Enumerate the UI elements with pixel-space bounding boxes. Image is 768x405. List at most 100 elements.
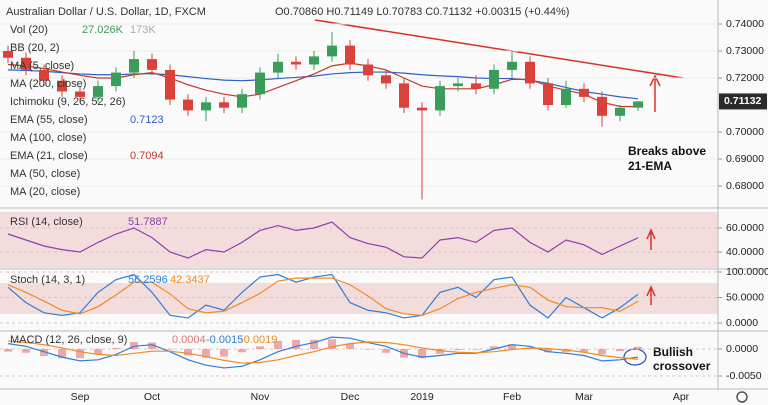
candle-body xyxy=(507,61,517,70)
candle-body xyxy=(39,69,49,81)
candle-body xyxy=(327,45,337,57)
histogram-bar xyxy=(598,349,606,355)
histogram-bar xyxy=(472,349,480,350)
indicator-label: Vol (20) xyxy=(10,24,48,36)
histogram-bar xyxy=(166,349,174,350)
histogram-bar xyxy=(202,349,210,358)
arrow xyxy=(649,74,661,112)
y-tick-label: 100.0000 xyxy=(726,266,768,278)
candle-body xyxy=(543,83,553,105)
candle-body xyxy=(3,51,13,58)
indicator-title: RSI (14, close) xyxy=(10,216,83,228)
candle-body xyxy=(183,99,193,111)
candle-body xyxy=(273,61,283,73)
indicator-reading: 0.7123 xyxy=(130,114,164,126)
indicator-label: EMA (21, close) xyxy=(10,150,88,162)
indicator-label: MA (5, close) xyxy=(10,60,74,72)
indicator-line xyxy=(7,273,639,319)
settings-icon[interactable] xyxy=(736,391,748,403)
y-tick-label: 0.0000 xyxy=(726,343,758,355)
x-tick-label: Mar xyxy=(575,391,594,403)
histogram-bar xyxy=(508,344,516,350)
candle-body xyxy=(417,107,427,111)
indicator-reading: -0.0019 xyxy=(240,334,277,346)
candle-body xyxy=(93,86,103,97)
candle-body xyxy=(471,83,481,89)
indicator-line xyxy=(7,277,639,316)
histogram-bar xyxy=(220,349,228,357)
histogram-bar xyxy=(148,342,156,350)
candle-body xyxy=(381,75,391,84)
histogram-bar xyxy=(94,349,102,355)
histogram-bar xyxy=(580,349,588,353)
histogram-bar xyxy=(274,340,282,350)
candle-body xyxy=(633,101,643,108)
x-tick-label: Feb xyxy=(503,391,521,403)
candle-body xyxy=(489,69,499,89)
histogram-bar xyxy=(436,349,444,354)
y-tick-label: 0.73000 xyxy=(726,45,764,57)
candle-body xyxy=(57,80,67,92)
indicator-label: MA (100, close) xyxy=(10,132,86,144)
candle-body xyxy=(597,96,607,116)
arrow xyxy=(646,228,656,250)
candle-body xyxy=(21,57,31,70)
candle-body xyxy=(291,61,301,65)
histogram-bar xyxy=(256,346,264,350)
indicator-title: Stoch (14, 3, 1) xyxy=(10,274,85,286)
chart-title: Australian Dollar / U.S. Dollar, 1D, FXC… xyxy=(6,6,206,18)
histogram-bar xyxy=(328,339,336,350)
y-tick-label: 60.0000 xyxy=(726,222,764,234)
indicator-reading: -0.0015 xyxy=(206,334,243,346)
indicator-reading: 0.0004 xyxy=(172,334,206,346)
y-tick-label: 50.0000 xyxy=(726,291,764,303)
x-tick-label: Dec xyxy=(341,391,360,403)
indicator-label: MA (20, close) xyxy=(10,186,80,198)
histogram-bar xyxy=(40,349,48,357)
annotation: Breaks above xyxy=(628,144,706,158)
histogram-bar xyxy=(346,343,354,350)
histogram-bar xyxy=(130,341,138,350)
y-tick-label: 0.70000 xyxy=(726,126,764,138)
indicator-label: BB (20, 2) xyxy=(10,42,60,54)
x-tick-label: 2019 xyxy=(410,391,434,403)
ohlc-readout: O0.70860 H0.71149 L0.70783 C0.71132 +0.0… xyxy=(275,6,569,18)
candle-body xyxy=(237,94,247,108)
indicator-title: MACD (12, 26, close, 9) xyxy=(10,334,127,346)
histogram-bar xyxy=(4,349,12,352)
candle-body xyxy=(615,107,625,116)
histogram-bar xyxy=(418,349,426,359)
y-tick-label: 0.69000 xyxy=(726,153,764,165)
x-tick-label: Oct xyxy=(144,391,160,403)
candle-body xyxy=(111,72,121,87)
candle-body xyxy=(255,72,265,95)
indicator-line xyxy=(7,221,639,259)
y-tick-label: 40.0000 xyxy=(726,246,764,258)
indicator-reading: 0.7094 xyxy=(130,150,164,162)
histogram-bar xyxy=(112,347,120,350)
x-tick-label: Apr xyxy=(673,391,690,403)
stoch-band xyxy=(0,283,718,314)
candle-body xyxy=(453,83,463,87)
indicator-line xyxy=(7,340,639,364)
indicator-reading: 27.026K xyxy=(82,24,124,36)
y-tick-label: -0.0050 xyxy=(726,370,762,382)
price-label-box xyxy=(719,93,767,110)
candle-body xyxy=(129,59,139,73)
histogram-bar xyxy=(634,346,642,350)
y-tick-label: 0.72000 xyxy=(726,72,764,84)
candle-body xyxy=(525,61,535,84)
histogram-bar xyxy=(544,349,552,353)
indicator-label: EMA (55, close) xyxy=(10,114,88,126)
histogram-bar xyxy=(616,349,624,352)
histogram-bar xyxy=(184,349,192,356)
histogram-bar xyxy=(58,349,66,359)
y-tick-label: 0.0000 xyxy=(726,317,758,329)
histogram-bar xyxy=(382,349,390,353)
y-tick-label: 0.68000 xyxy=(726,180,764,192)
annotation: 21-EMA xyxy=(628,159,672,173)
candle-body xyxy=(579,88,589,97)
histogram-bar xyxy=(292,339,300,350)
candle-body xyxy=(165,69,175,100)
